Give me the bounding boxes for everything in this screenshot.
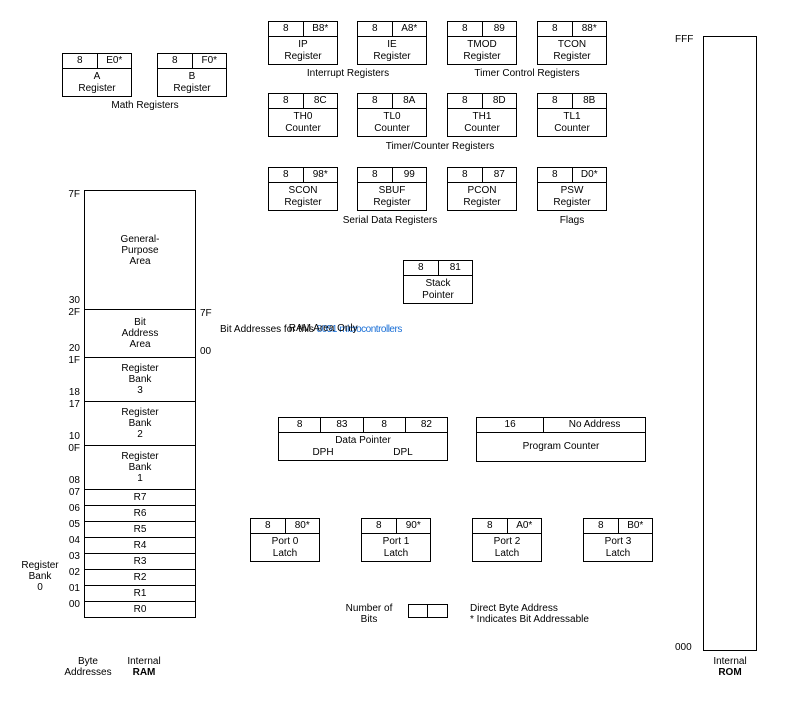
ram-addr-bottom: 08 (58, 475, 80, 486)
internal-ram-label: InternalRAM (114, 656, 174, 678)
reg-addr: E0* (98, 54, 132, 68)
ram-addr-top: 00 (58, 599, 80, 610)
stack-pointer: 881 StackPointer (403, 260, 473, 304)
scon-register: 898* SCONRegister (268, 167, 338, 211)
dpl-label: DPL (363, 447, 443, 459)
ram-cell: R7 (85, 489, 195, 505)
ram-cell: R4 (85, 537, 195, 553)
data-pointer-label: Data Pointer (283, 435, 443, 447)
program-counter: 16 No Address Program Counter (476, 417, 646, 462)
bit-addr-top: 7F (200, 308, 222, 319)
ram-addr-bottom: 18 (58, 387, 80, 398)
flags-label: Flags (537, 215, 607, 226)
pcon-register: 887 PCONRegister (447, 167, 517, 211)
ram-cell: R5 (85, 521, 195, 537)
ram-cell: R2 (85, 569, 195, 585)
ram-addr-bottom: 30 (58, 295, 80, 306)
math-registers-label: Math Registers (85, 100, 205, 111)
ram-cell: Bit Address Area (85, 309, 195, 357)
ip-register: 8B8* IPRegister (268, 21, 338, 65)
ram-addr-bottom: 10 (58, 431, 80, 442)
reg-line1: B (162, 71, 222, 83)
register-bank-0-label: Register Bank 0 (14, 560, 66, 593)
reg-line2: Register (162, 83, 222, 95)
port3-latch: 8B0* Port 3Latch (583, 518, 653, 562)
tcon-register: 888* TCONRegister (537, 21, 607, 65)
ram-cell: R3 (85, 553, 195, 569)
reg-addr: F0* (193, 54, 227, 68)
ram-cell: Register Bank 3 (85, 357, 195, 401)
bit-addr-bottom: 00 (200, 346, 222, 357)
tl1-counter: 88B TL1Counter (537, 93, 607, 137)
legend-bits-label: Number of Bits (334, 603, 404, 625)
ram-addr-top: 07 (58, 487, 80, 498)
ram-addr-top: 1F (58, 355, 80, 366)
byte-addresses-label: Byte Addresses (58, 656, 118, 678)
legend-box-icon (408, 604, 448, 618)
sbuf-register: 899 SBUFRegister (357, 167, 427, 211)
reg-line2: Register (67, 83, 127, 95)
ram-addr-top: 7F (58, 189, 80, 200)
ram-cell: R6 (85, 505, 195, 521)
ram-addr-top: 04 (58, 535, 80, 546)
ram-addr-bottom: 20 (58, 343, 80, 354)
port1-latch: 890* Port 1Latch (361, 518, 431, 562)
ram-cell: General- Purpose Area (85, 191, 195, 309)
serial-data-label: Serial Data Registers (300, 215, 480, 226)
program-counter-label: Program Counter (481, 441, 641, 453)
port2-latch: 8A0* Port 2Latch (472, 518, 542, 562)
psw-register: 8D0* PSWRegister (537, 167, 607, 211)
interrupt-registers-label: Interrupt Registers (268, 68, 428, 79)
th1-counter: 88D TH1Counter (447, 93, 517, 137)
port0-latch: 880* Port 0Latch (250, 518, 320, 562)
legend-addr-label: Direct Byte Address * Indicates Bit Addr… (470, 603, 650, 625)
timer-control-label: Timer Control Registers (447, 68, 607, 79)
ram-addr-top: 2F (58, 307, 80, 318)
data-pointer: 8 83 8 82 Data Pointer DPH DPL (278, 417, 448, 461)
rom-bottom-addr: 000 (675, 642, 692, 653)
internal-ram-column: General- Purpose AreaBit Address AreaReg… (84, 190, 196, 618)
internal-rom-box (703, 36, 757, 651)
dph-label: DPH (283, 447, 363, 459)
tmod-register: 889 TMODRegister (447, 21, 517, 65)
math-register-a: 8 E0* A Register (62, 53, 132, 97)
tl0-counter: 88A TL0Counter (357, 93, 427, 137)
ram-addr-top: 0F (58, 443, 80, 454)
ie-register: 8A8* IERegister (357, 21, 427, 65)
note-suffix: RAM Area Only (289, 323, 358, 334)
bit-addr-note: Bit Addresses for this 8051 microcontrol… (220, 324, 470, 346)
math-register-b: 8 F0* B Register (157, 53, 227, 97)
ram-cell: Register Bank 2 (85, 401, 195, 445)
rom-top-addr: FFF (675, 34, 693, 45)
reg-bits: 8 (63, 54, 98, 68)
internal-rom-label: InternalROM (700, 656, 760, 678)
reg-bits: 8 (158, 54, 193, 68)
reg-line1: A (67, 71, 127, 83)
internal-ram-container: General- Purpose AreaBit Address AreaReg… (84, 190, 196, 618)
ram-addr-top: 17 (58, 399, 80, 410)
ram-cell: R0 (85, 601, 195, 617)
ram-cell: Register Bank 1 (85, 445, 195, 489)
ram-addr-top: 06 (58, 503, 80, 514)
ram-cell: R1 (85, 585, 195, 601)
th0-counter: 88C TH0Counter (268, 93, 338, 137)
timer-counter-label: Timer/Counter Registers (355, 141, 525, 152)
ram-addr-top: 05 (58, 519, 80, 530)
